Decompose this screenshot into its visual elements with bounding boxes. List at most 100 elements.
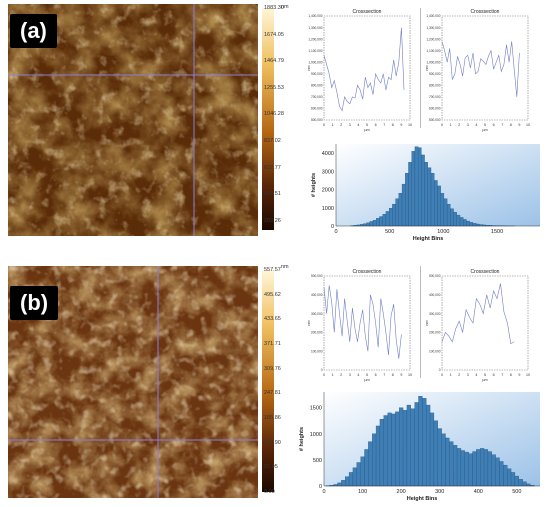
y-tick-label: 1,300,000	[308, 26, 322, 30]
y-tick-label: 1,300,000	[426, 26, 440, 30]
y-axis-label: nm	[425, 65, 429, 70]
colorbar-tick-label: 418.51	[264, 191, 281, 198]
y-tick-label: 4000	[322, 151, 334, 157]
histogram-bar	[422, 398, 427, 487]
histogram-bar	[429, 412, 435, 487]
histogram-bar	[363, 223, 367, 227]
y-tick-label: 0	[439, 368, 441, 372]
histogram-bar	[480, 448, 485, 487]
y-tick-label: 3000	[322, 169, 334, 175]
colorbar-b	[262, 270, 280, 492]
histogram-bar	[402, 410, 408, 487]
histogram-bar	[443, 198, 448, 227]
x-tick-label: 1000	[437, 229, 449, 235]
histogram-bar	[507, 468, 512, 487]
colorbar-tick-label: 1046.28	[264, 111, 284, 118]
histogram-bar	[360, 456, 365, 487]
x-tick-label: 3	[349, 123, 351, 127]
histogram-bar	[379, 216, 383, 227]
histogram-bar	[449, 441, 454, 487]
x-axis-label: µm	[364, 378, 369, 382]
y-tick-label: 600,000	[311, 107, 323, 111]
x-tick-label: 300	[435, 489, 444, 495]
crosssection-profile-line	[441, 41, 520, 97]
y-tick-label: 400,000	[311, 293, 323, 297]
histogram-bar	[356, 462, 361, 487]
histogram-bar	[526, 483, 531, 487]
x-tick-label: 1	[332, 123, 334, 127]
x-tick-label: 4	[357, 373, 359, 377]
panel-a: (a) nm 1883.30 1674.05 1464.79 1255.53 1046.…	[0, 0, 550, 245]
histogram-bar	[348, 472, 354, 487]
colorbar-tick-label: 0.00	[264, 489, 275, 495]
colorbar-tick-label: 433.65	[264, 316, 281, 323]
histogram-bar	[468, 453, 473, 487]
y-tick-label: 0	[331, 224, 334, 230]
y-tick-label: 500,000	[429, 118, 441, 122]
y-tick-label: 1,000,000	[308, 60, 322, 64]
x-tick-label: 0	[323, 123, 325, 127]
x-tick-label: 0	[322, 489, 325, 495]
x-axis-label: µm	[482, 128, 487, 132]
histogram-bar	[421, 154, 425, 227]
y-tick-label: 900,000	[311, 72, 323, 76]
colorbar-tick-label: 309.76	[264, 365, 281, 372]
histogram-bar	[518, 479, 523, 487]
histogram-bar	[352, 467, 357, 487]
histogram-bar	[383, 415, 388, 487]
histogram-chart-a: 0 500 1000 1500 0 1000 2000 3000 4000 Height Bins…	[310, 142, 542, 242]
x-tick-label: 2	[458, 373, 460, 377]
crosssection-chart-a2: Crosssection 0 1 2 3 4 5 6 7 8 9 10 1,400,000 1,300,0…	[424, 6, 532, 134]
histogram-bar	[376, 218, 380, 227]
histogram-bar	[395, 198, 399, 227]
y-tick-label: 1,200,000	[308, 37, 322, 41]
colorbar-tick-label: 557.57	[264, 267, 281, 273]
histogram-bar	[466, 220, 470, 227]
histogram-bar	[495, 457, 500, 487]
colorbar-tick-label: 837.02	[264, 137, 281, 144]
histogram-bar	[345, 476, 350, 487]
histogram-bar	[399, 407, 404, 487]
x-tick-label: 5	[366, 123, 368, 127]
histogram-bar	[430, 173, 435, 227]
y-tick-label: 2000	[322, 188, 334, 194]
y-tick-label: 100,000	[429, 349, 441, 353]
y-tick-label: 600,000	[429, 107, 441, 111]
x-tick-label: 8	[510, 123, 512, 127]
colorbar-tick-label: 247.81	[264, 390, 281, 397]
x-tick-label: 3	[467, 373, 469, 377]
histogram-bar	[463, 219, 467, 227]
y-tick-label: 300,000	[311, 312, 323, 316]
histogram-bar	[472, 451, 477, 487]
colorbar-tick-label: 495.62	[264, 291, 281, 298]
histogram-bar	[337, 482, 342, 487]
afm-topography-b	[8, 266, 258, 498]
histogram-bar	[385, 211, 390, 227]
histogram-bar	[445, 437, 450, 487]
crosssection-title: Crosssection	[471, 9, 500, 15]
y-axis-label: # heights	[299, 427, 305, 451]
y-tick-label: 0	[321, 368, 323, 372]
crosssection-chart-a1: Crosssection 0 1 2 3 4 5 6 7 8 9 10 1,400,000 1,300,0…	[306, 6, 414, 134]
colorbar-tick-label: 371.71	[264, 341, 281, 347]
colorbar-unit-a: nm	[281, 4, 289, 10]
panel-label-a: (a)	[10, 14, 57, 48]
histogram-bar	[503, 464, 508, 487]
histogram-bar	[472, 223, 477, 227]
y-tick-label: 1,000,000	[426, 60, 440, 64]
afm-image-b[interactable]	[8, 266, 258, 498]
x-axis-label: µm	[482, 378, 487, 382]
crosssection-title: Crosssection	[353, 9, 382, 15]
colorbar-tick-label: 123.90	[264, 439, 281, 446]
x-tick-label: 4	[475, 123, 477, 127]
x-tick-label: 2	[340, 123, 342, 127]
x-tick-label: 1	[450, 373, 452, 377]
histogram-bar	[391, 413, 396, 487]
histogram-bar	[366, 222, 370, 227]
histogram-bar	[392, 203, 396, 227]
x-tick-label: 200	[397, 489, 406, 495]
histogram-bar	[369, 221, 374, 227]
histogram-bar	[446, 203, 451, 227]
x-tick-label: 400	[474, 489, 483, 495]
x-tick-label: 6	[375, 123, 377, 127]
